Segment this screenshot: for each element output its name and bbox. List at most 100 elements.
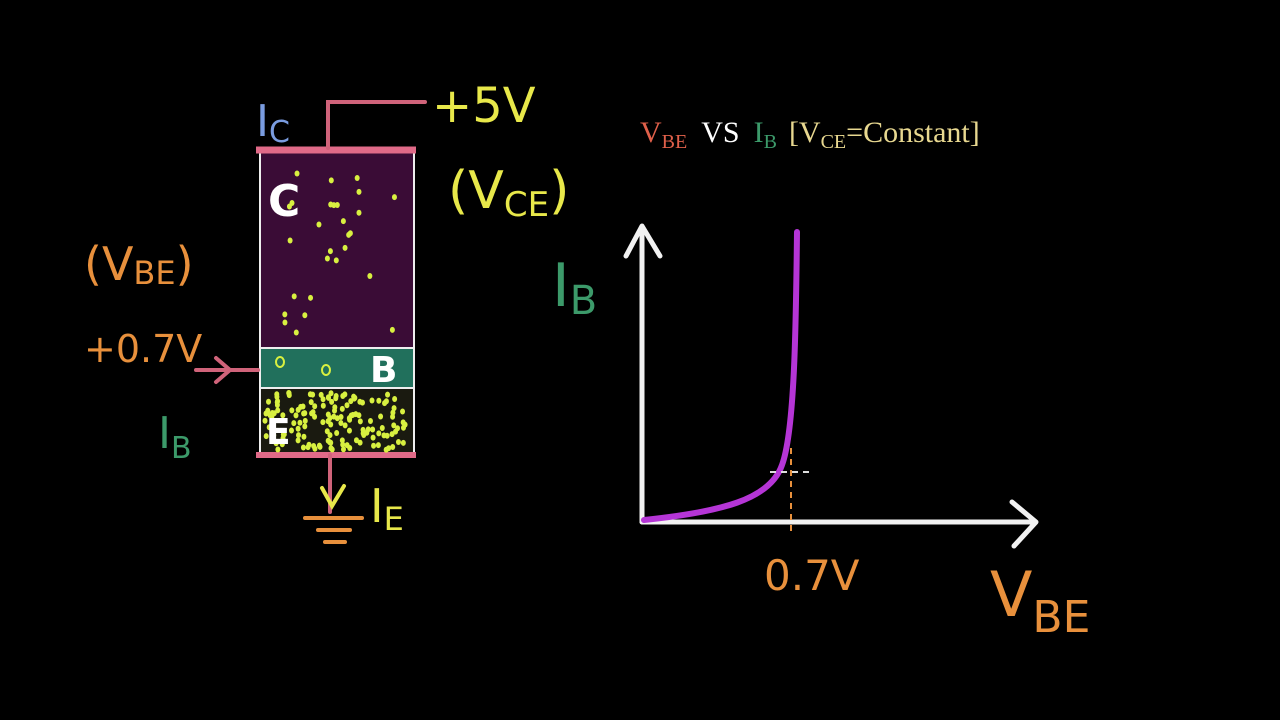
- carrier-dot: [389, 431, 395, 438]
- x-axis-label: VBE: [990, 558, 1090, 643]
- carrier-dot: [310, 391, 316, 398]
- subscript: BE: [1032, 592, 1090, 643]
- carrier-dot: [356, 209, 362, 216]
- carrier-dot: [333, 257, 339, 264]
- carrier-dot: [359, 399, 365, 406]
- carrier-dot: [390, 409, 396, 416]
- carrier-dot: [325, 411, 331, 418]
- knee-label: 0.7V: [764, 551, 860, 600]
- carrier-dot: [333, 395, 339, 402]
- base-arrow: [214, 356, 234, 384]
- carrier-dot: [376, 397, 382, 404]
- carrier-dot: [400, 424, 406, 431]
- carrier-dot: [266, 398, 272, 405]
- emitter-arrow: [320, 484, 346, 510]
- carrier-dot: [328, 421, 334, 428]
- carrier-dot: [329, 398, 335, 405]
- subscript: C: [269, 115, 290, 150]
- carrier-dot: [347, 230, 353, 237]
- text: ): [176, 237, 194, 291]
- text: =Constant]: [846, 116, 980, 149]
- carrier-dot: [296, 432, 302, 439]
- carrier-dot: [295, 437, 301, 444]
- vbe-label: (VBE): [84, 237, 194, 292]
- text: ): [549, 161, 569, 221]
- carrier-dot: [288, 427, 294, 434]
- carrier-dot: [375, 442, 381, 449]
- carrier-dot: [327, 248, 333, 255]
- carrier-dot: [312, 413, 318, 420]
- carriers: [262, 170, 408, 453]
- carrier-dot: [327, 439, 333, 446]
- carrier-dot: [382, 400, 388, 407]
- carrier-dot: [300, 444, 306, 451]
- carrier-dot: [367, 272, 373, 279]
- carrier-dot: [378, 413, 384, 420]
- carrier-dot: [320, 402, 326, 409]
- symbol: I: [754, 116, 764, 149]
- carrier-dot: [344, 402, 350, 409]
- carrier-dot: [287, 237, 293, 244]
- carrier-dot: [342, 244, 348, 251]
- carrier-dot: [331, 202, 337, 209]
- supply-label: +5V: [432, 78, 536, 134]
- carrier-dot: [291, 420, 297, 427]
- carrier-dot: [273, 440, 279, 447]
- subscript: B: [764, 131, 777, 153]
- carrier-dot: [294, 170, 300, 177]
- carrier-dot: [289, 200, 295, 207]
- carrier-dot: [356, 188, 362, 195]
- carrier-dot: [312, 445, 318, 452]
- carrier-dot: [353, 437, 359, 444]
- carrier-dot: [332, 407, 338, 414]
- x-arrow: [1009, 499, 1039, 549]
- subscript: BE: [662, 131, 688, 153]
- subscript: B: [570, 278, 597, 324]
- carrier-dot: [275, 407, 281, 414]
- carrier-dot: [340, 446, 346, 453]
- carrier-dot: [390, 444, 396, 451]
- text: (V: [84, 237, 134, 291]
- carrier-dot: [282, 319, 288, 326]
- carrier-dot: [383, 446, 389, 453]
- carrier-dot: [291, 293, 297, 300]
- carrier-dot: [280, 412, 286, 419]
- carrier-dot: [279, 441, 285, 448]
- carrier-dot: [385, 391, 391, 398]
- carrier-dot: [395, 425, 401, 432]
- carrier-dot: [344, 442, 350, 449]
- subscript: BE: [133, 254, 175, 292]
- carrier-dot: [369, 397, 375, 404]
- text: [V: [789, 116, 821, 149]
- carrier-dot: [391, 405, 397, 412]
- carrier-dot: [346, 427, 352, 434]
- carrier-dot: [302, 423, 308, 430]
- region-label: B: [370, 350, 397, 391]
- region-label: C: [268, 176, 300, 227]
- carrier-dot: [334, 430, 340, 437]
- carrier-dot: [348, 398, 354, 405]
- carrier-dot: [302, 312, 308, 319]
- carrier-dot: [324, 255, 330, 262]
- carrier-dot: [400, 439, 406, 446]
- carrier-dot: [360, 430, 366, 437]
- knee-marker: [770, 448, 812, 532]
- carrier-dot: [379, 425, 385, 432]
- text: (V: [448, 161, 504, 221]
- carrier-dot: [263, 433, 269, 440]
- axes: [623, 223, 1039, 549]
- symbol: I: [256, 96, 269, 147]
- collector-wire: [326, 100, 427, 150]
- text: VS: [701, 116, 739, 149]
- carrier-dot: [266, 424, 272, 431]
- base-region: [260, 348, 414, 388]
- subscript: E: [384, 500, 404, 538]
- carrier-dot: [340, 441, 346, 448]
- carrier-dot: [262, 417, 268, 424]
- base-current-label: IB: [158, 408, 192, 466]
- vce-label: (VCE): [448, 161, 569, 225]
- hole: [275, 356, 285, 368]
- carrier-dot: [400, 419, 406, 426]
